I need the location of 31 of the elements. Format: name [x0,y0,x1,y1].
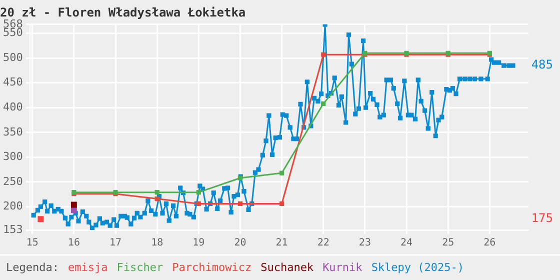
text: Parchimowicz [172,261,252,274]
text: Kurnik [322,261,362,274]
x-tick-label: 15 [26,238,38,249]
y-tick-label: 450 [2,76,23,89]
y-tick-label: 300 [2,150,23,164]
y-tick-label: 153 [2,222,23,236]
x-tick-label: 22 [317,238,330,249]
x-tick-label: 17 [109,238,122,249]
x-tick-label: 20 [234,238,246,249]
y-tick-label: 200 [2,200,23,213]
y-tick-label: 500 [2,50,23,64]
x-tick-label: 18 [151,238,164,249]
text: Suchanek [260,261,314,274]
y-tick-label: 250 [2,174,23,188]
x-tick-label: 19 [192,238,205,249]
y-tick-label: 550 [2,26,23,40]
x-tick-label: 26 [484,238,496,249]
y2-tick-label: 175 [531,211,554,226]
x-tick-label: 16 [68,238,80,249]
x-tick-label: 21 [276,238,288,249]
x-tick-label: 24 [400,238,413,249]
x-tick-label: 25 [442,238,454,249]
text: emisja [68,261,108,274]
y-tick-label: 400 [2,100,23,114]
text: Fischer [116,261,164,274]
text: Sklepy (2025-) [371,261,464,274]
y2-tick-label: 485 [531,58,554,72]
legend-title: Legenda: [6,261,59,274]
x-tick-label: 23 [358,238,371,249]
chart-title: 20 zł - Floren Władysława Łokietka [0,5,246,20]
y-tick-label: 350 [2,125,23,138]
